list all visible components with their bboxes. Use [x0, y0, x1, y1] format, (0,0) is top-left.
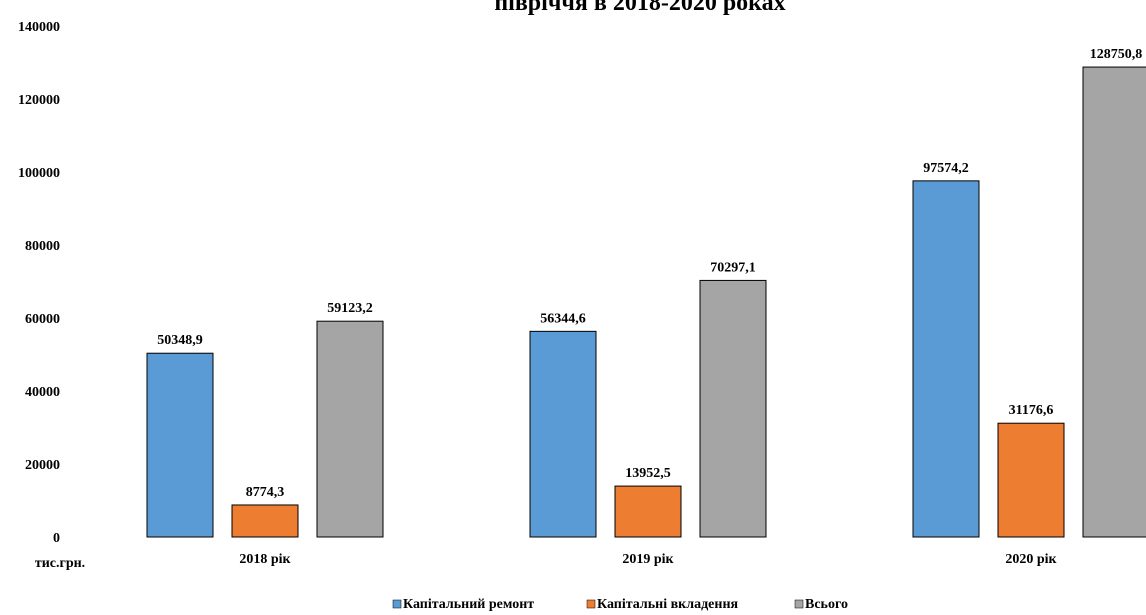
y-tick-label: 120000: [18, 93, 60, 108]
bar: [614, 485, 682, 538]
unit-label: тис.грн.: [35, 556, 85, 571]
y-tick-label: 60000: [25, 312, 60, 327]
bar: [316, 320, 384, 538]
category-label: 2019 рік: [622, 552, 674, 567]
y-tick-label: 140000: [18, 20, 60, 35]
y-axis: 0 20000 40000 60000 80000 100000 120000 140000: [18, 20, 60, 546]
bar: [997, 422, 1065, 538]
category-label: 2018 рік: [239, 552, 291, 567]
data-label: 50348,9: [157, 333, 203, 348]
bar: [699, 279, 767, 538]
legend-label: Всього: [805, 597, 848, 612]
bars: [146, 66, 1146, 538]
data-label: 70297,1: [710, 260, 756, 275]
legend-swatch: [392, 599, 402, 609]
bar: [912, 180, 980, 538]
data-label: 59123,2: [327, 301, 373, 316]
bar: [231, 504, 299, 538]
legend-item: Капітальні вкладення: [586, 597, 739, 612]
legend-label: Капітальний ремонт: [403, 597, 534, 612]
data-label: 97574,2: [923, 161, 969, 176]
data-label: 31176,6: [1009, 403, 1054, 418]
legend-swatch: [586, 599, 596, 609]
y-tick-label: 20000: [25, 458, 60, 473]
data-labels: 50348,9 56344,6 97574,2 8774,3 13952,5 31176,…: [157, 47, 1142, 500]
y-tick-label: 80000: [25, 239, 60, 254]
y-tick-label: 40000: [25, 385, 60, 400]
legend: Капітальний ремонт Капітальні вкладення Вс…: [392, 597, 848, 612]
bar: [146, 352, 214, 538]
legend-swatch: [794, 599, 804, 609]
bar: [529, 330, 597, 538]
legend-item: Всього: [794, 597, 848, 612]
y-tick-label: 100000: [18, 166, 60, 181]
data-label: 128750,8: [1090, 47, 1143, 62]
legend-item: Капітальний ремонт: [392, 597, 534, 612]
legend-label: Капітальні вкладення: [597, 597, 739, 612]
data-label: 56344,6: [540, 311, 586, 326]
bar: [1082, 66, 1146, 538]
x-axis: 2018 рік 2019 рік 2020 рік: [239, 552, 1057, 567]
data-label: 8774,3: [246, 485, 285, 500]
data-label: 13952,5: [625, 466, 671, 481]
category-label: 2020 рік: [1005, 552, 1057, 567]
chart-title: півріччя в 2018-2020 роках: [494, 0, 785, 16]
y-tick-label: 0: [53, 531, 60, 546]
